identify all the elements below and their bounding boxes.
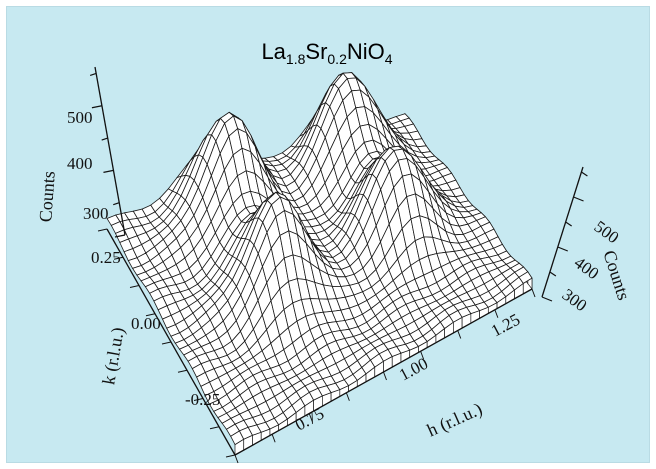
z-axis-left-tick — [89, 72, 97, 77]
h-axis-tick — [234, 454, 239, 464]
h-axis-tick — [420, 351, 425, 360]
h-axis-tick — [531, 288, 536, 298]
h-axis-tick — [308, 413, 313, 422]
k-axis-tick — [193, 398, 204, 401]
k-axis-tick — [177, 369, 188, 373]
k-axis-tick — [225, 454, 236, 458]
z-tick-left: 500 — [67, 108, 93, 127]
z-axis-left-line — [94, 66, 126, 236]
z-axis-left-tick — [91, 105, 103, 109]
k-axis-tick — [97, 228, 108, 232]
chart-frame: La1.8Sr0.2NiO4 Counts Counts k (r.l.u.) … — [6, 6, 650, 464]
z-axis-right-tick — [565, 221, 572, 227]
axes — [89, 66, 588, 464]
h-axis-tick — [457, 330, 462, 339]
z-axis-label-right: Counts — [599, 248, 634, 303]
k-axis-tick — [145, 313, 156, 317]
z-tick-right: 300 — [559, 285, 591, 315]
chart-title: La1.8Sr0.2NiO4 — [261, 39, 392, 67]
k-axis-tick — [161, 341, 172, 345]
y-tick: -0.25 — [185, 390, 220, 409]
z-axis-right-tick — [549, 271, 557, 277]
z-axis-label-left: Counts — [35, 170, 59, 222]
y-tick: 0.00 — [131, 314, 161, 333]
z-axis-left-tick — [101, 137, 108, 141]
h-axis-tick — [383, 371, 387, 381]
z-axis-right-tick — [581, 171, 588, 177]
surface-cell — [518, 271, 533, 284]
k-axis-tick — [209, 426, 220, 430]
z-axis-right-tick — [573, 196, 584, 202]
z-tick-left: 300 — [83, 204, 109, 223]
h-axis-tick — [271, 434, 276, 443]
h-axis-line — [234, 288, 533, 456]
h-axis-tick — [494, 309, 499, 318]
z-axis-left-tick — [103, 169, 114, 173]
h-axis-tick — [345, 392, 350, 401]
z-axis-left-tick — [114, 234, 126, 238]
k-axis-tick — [129, 285, 140, 288]
x-tick: 1.25 — [488, 310, 523, 341]
y-axis-label: k (r.l.u.) — [98, 326, 129, 387]
surface-mesh — [106, 72, 533, 456]
z-axis-left-tick — [113, 202, 120, 206]
z-axis-right-tick — [541, 296, 553, 302]
k-axis-line — [106, 228, 236, 456]
z-axis-right-line — [541, 166, 584, 298]
z-tick-left: 400 — [67, 154, 93, 173]
surface-plot: La1.8Sr0.2NiO4 Counts Counts k (r.l.u.) … — [35, 39, 634, 464]
k-axis-tick — [113, 256, 124, 260]
z-axis-right-tick — [557, 246, 568, 252]
y-tick: 0.25 — [91, 248, 121, 267]
z-tick-right: 500 — [591, 217, 623, 247]
z-tick-right: 400 — [571, 253, 603, 283]
x-axis-label: h (r.l.u.) — [424, 399, 486, 442]
